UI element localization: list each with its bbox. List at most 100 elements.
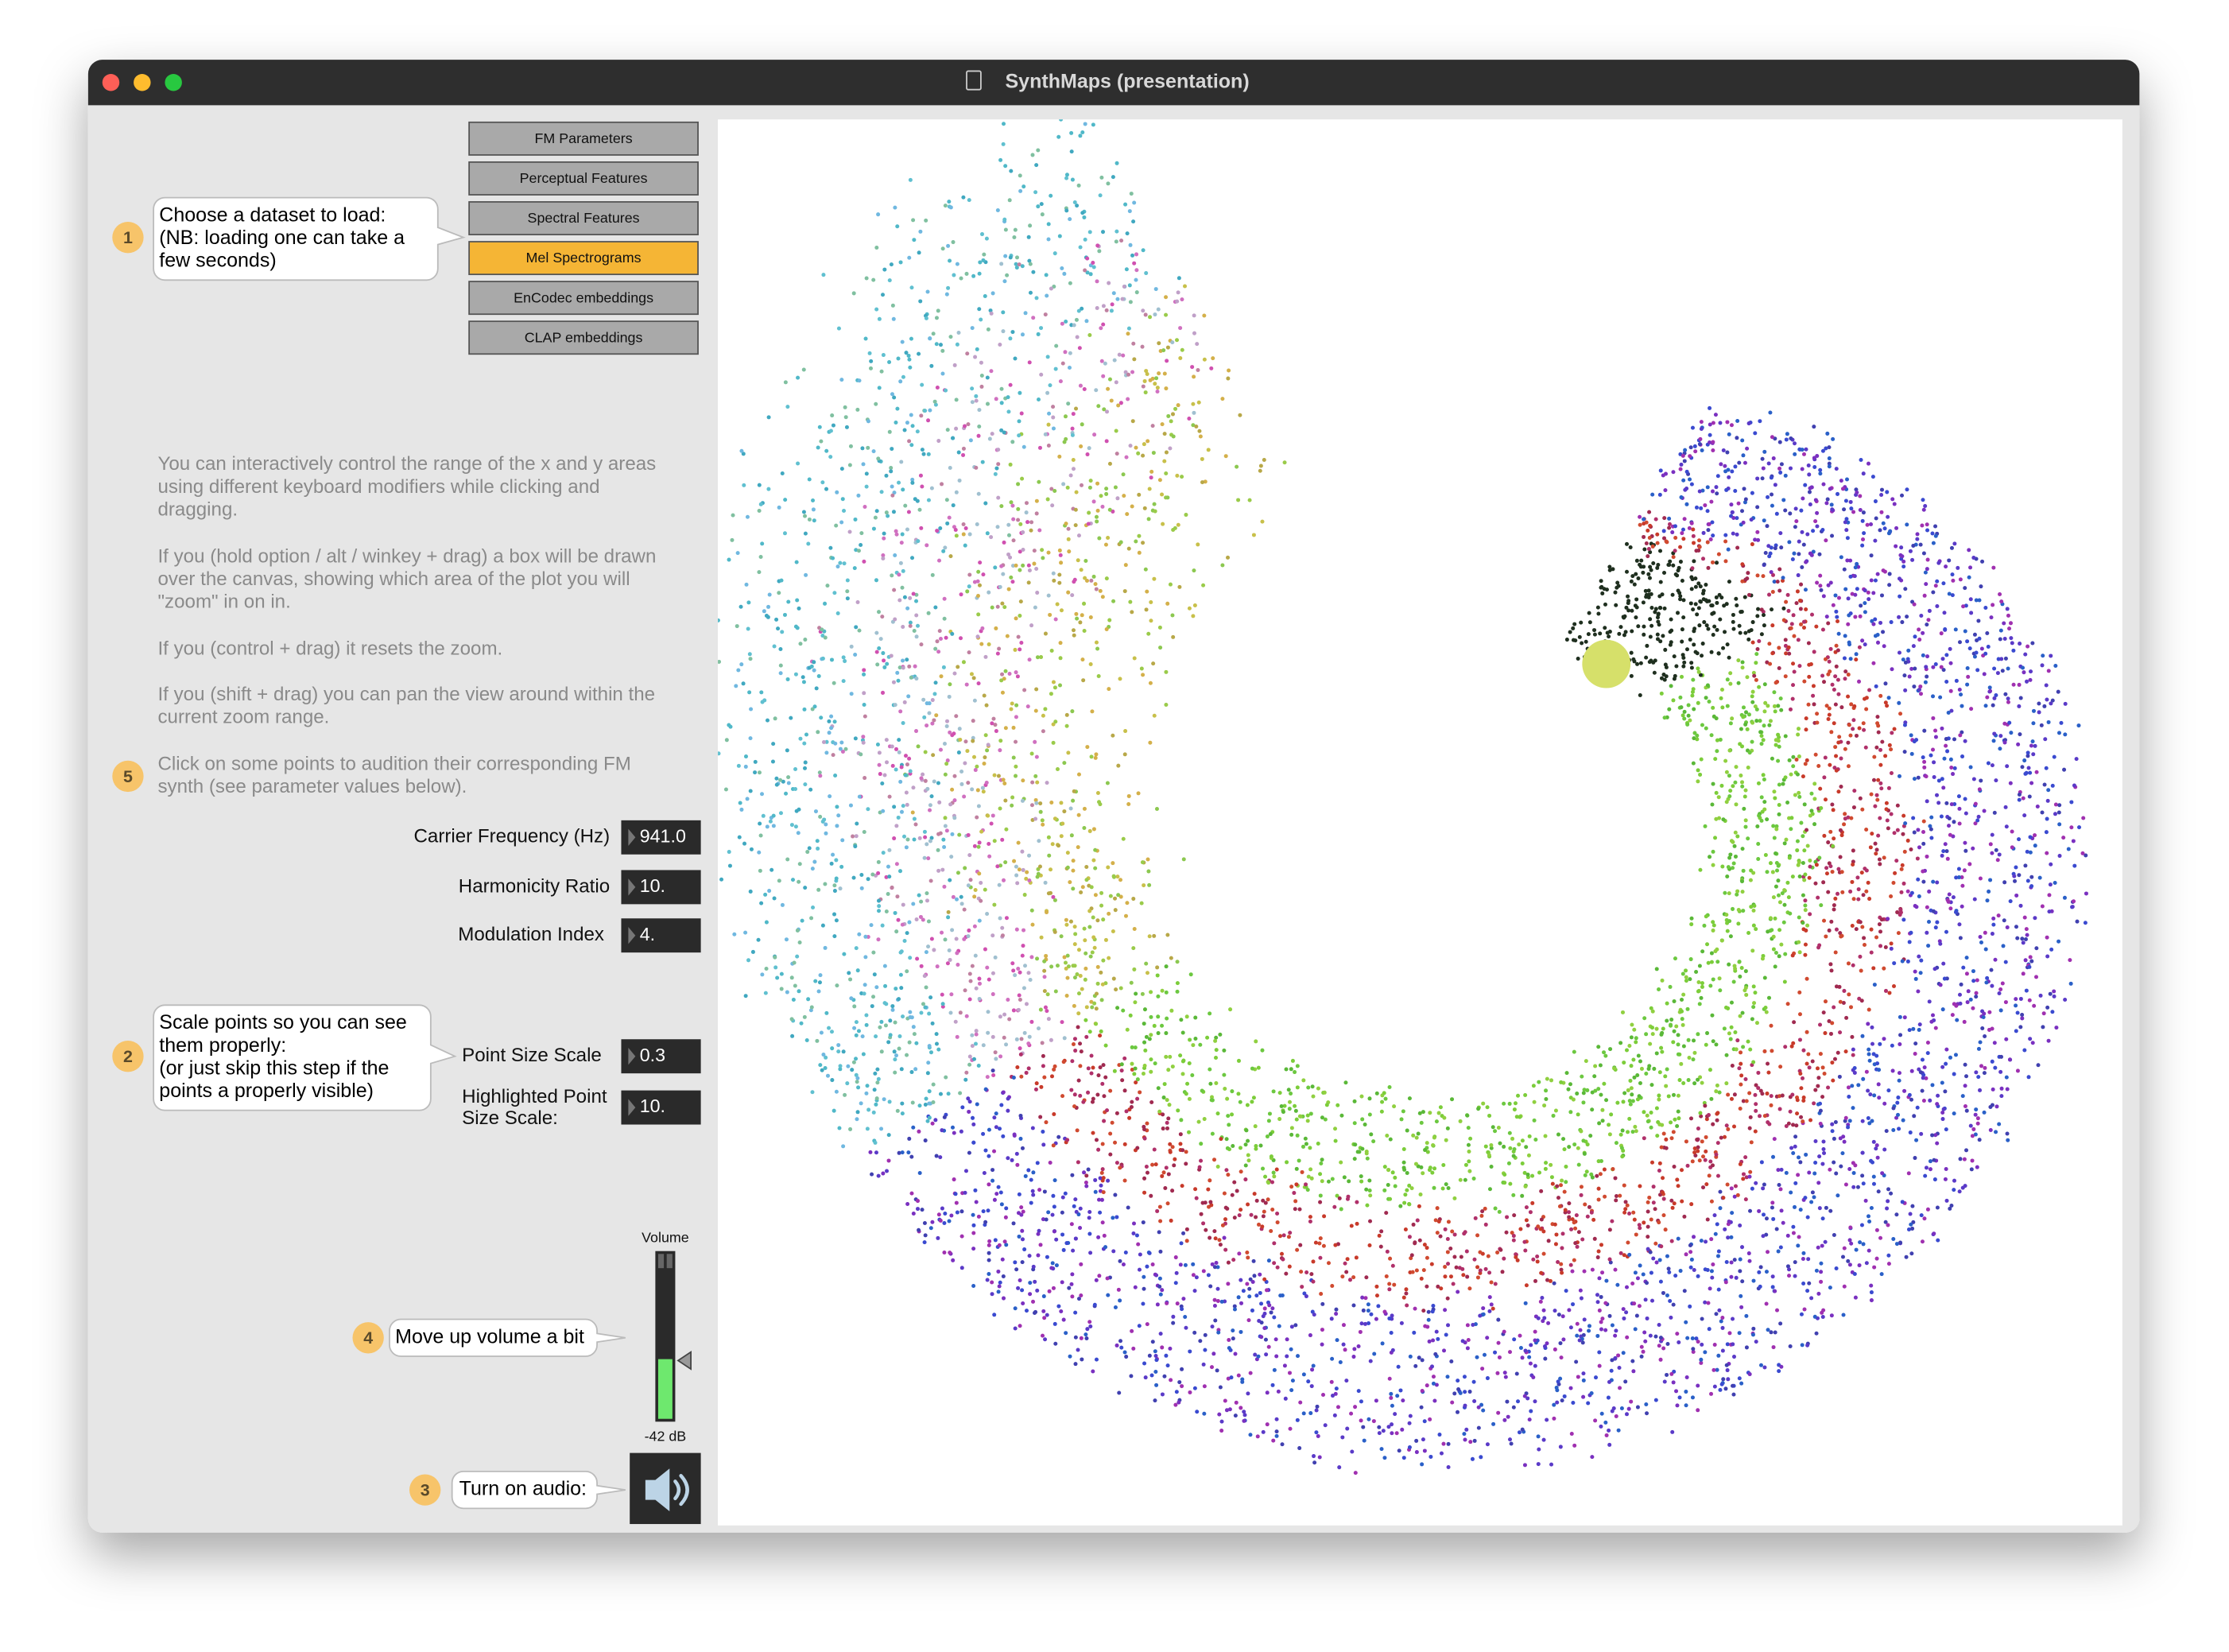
scatter-point[interactable] bbox=[1586, 632, 1591, 637]
scatter-point[interactable] bbox=[882, 1001, 887, 1006]
scatter-point[interactable] bbox=[917, 507, 922, 512]
scatter-point[interactable] bbox=[1358, 1329, 1363, 1334]
scatter-point[interactable] bbox=[1287, 1099, 1292, 1104]
scatter-point[interactable] bbox=[1600, 1107, 1605, 1112]
scatter-point[interactable] bbox=[1688, 1265, 1693, 1270]
scatter-point[interactable] bbox=[1829, 919, 1834, 924]
scatter-point[interactable] bbox=[1828, 580, 1833, 585]
scatter-point[interactable] bbox=[1369, 1132, 1374, 1137]
scatter-point[interactable] bbox=[1682, 709, 1687, 714]
scatter-point[interactable] bbox=[1126, 326, 1131, 331]
scatter-point[interactable] bbox=[1098, 1189, 1103, 1193]
scatter-point[interactable] bbox=[1958, 1157, 1963, 1161]
scatter-point[interactable] bbox=[1762, 518, 1766, 523]
scatter-point[interactable] bbox=[1515, 1258, 1520, 1262]
scatter-point[interactable] bbox=[1009, 707, 1014, 712]
scatter-point[interactable] bbox=[1061, 1247, 1066, 1252]
scatter-point[interactable] bbox=[1832, 1136, 1836, 1141]
scatter-point[interactable] bbox=[1458, 1177, 1463, 1182]
scatter-point[interactable] bbox=[1175, 981, 1180, 986]
scatter-point[interactable] bbox=[743, 930, 748, 935]
scatter-point[interactable] bbox=[1947, 816, 1952, 821]
scatter-point[interactable] bbox=[2074, 757, 2079, 762]
scatter-point[interactable] bbox=[1766, 1070, 1771, 1075]
scatter-point[interactable] bbox=[1741, 868, 1746, 873]
scatter-point[interactable] bbox=[1190, 1072, 1195, 1077]
scatter-point[interactable] bbox=[897, 1150, 901, 1155]
scatter-point[interactable] bbox=[1793, 1274, 1797, 1278]
scatter-point[interactable] bbox=[1114, 1215, 1119, 1220]
scatter-point[interactable] bbox=[1195, 342, 1200, 347]
scatter-point[interactable] bbox=[1795, 1111, 1800, 1116]
scatter-point[interactable] bbox=[748, 736, 753, 741]
scatter-point[interactable] bbox=[911, 591, 916, 596]
scatter-point[interactable] bbox=[985, 965, 990, 970]
scatter-point[interactable] bbox=[1409, 1256, 1413, 1261]
scatter-point[interactable] bbox=[1434, 1119, 1439, 1124]
scatter-point[interactable] bbox=[936, 1212, 941, 1217]
scatter-point[interactable] bbox=[968, 878, 973, 882]
scatter-point[interactable] bbox=[1648, 634, 1653, 639]
scatter-point[interactable] bbox=[1109, 398, 1114, 403]
scatter-point[interactable] bbox=[1731, 1383, 1735, 1388]
scatter-point[interactable] bbox=[1986, 761, 1991, 766]
scatter-point[interactable] bbox=[1000, 837, 1005, 842]
scatter-point[interactable] bbox=[1729, 502, 1734, 507]
scatter-point[interactable] bbox=[1004, 1042, 1009, 1047]
scatter-point[interactable] bbox=[735, 624, 739, 629]
scatter-point[interactable] bbox=[1642, 1220, 1646, 1225]
scatter-point[interactable] bbox=[981, 258, 986, 262]
scatter-point[interactable] bbox=[1401, 1109, 1405, 1114]
scatter-point[interactable] bbox=[1648, 1250, 1653, 1255]
scatter-point[interactable] bbox=[1113, 1192, 1118, 1197]
scatter-point[interactable] bbox=[1812, 797, 1817, 801]
scatter-point[interactable] bbox=[1739, 774, 1743, 778]
scatter-point[interactable] bbox=[1690, 1159, 1695, 1164]
scatter-point[interactable] bbox=[1051, 1193, 1056, 1198]
scatter-point[interactable] bbox=[1157, 341, 1161, 346]
scatter-point[interactable] bbox=[971, 719, 975, 723]
scatter-point[interactable] bbox=[1633, 1327, 1638, 1332]
scatter-point[interactable] bbox=[1001, 329, 1006, 334]
scatter-point[interactable] bbox=[1923, 680, 1928, 684]
scatter-point[interactable] bbox=[1106, 1178, 1111, 1183]
scatter-point[interactable] bbox=[1359, 1179, 1364, 1184]
scatter-point[interactable] bbox=[1068, 806, 1073, 811]
scatter-point[interactable] bbox=[1719, 688, 1724, 692]
scatter-point[interactable] bbox=[1834, 768, 1839, 773]
scatter-point[interactable] bbox=[1827, 445, 1832, 450]
scatter-point[interactable] bbox=[1919, 958, 1924, 963]
scatter-point[interactable] bbox=[1504, 1230, 1509, 1235]
scatter-point[interactable] bbox=[1173, 1255, 1178, 1260]
scatter-point[interactable] bbox=[1883, 1220, 1888, 1224]
scatter-point[interactable] bbox=[1157, 625, 1162, 630]
scatter-point[interactable] bbox=[1278, 1234, 1283, 1239]
scatter-point[interactable] bbox=[1694, 969, 1699, 974]
scatter-point[interactable] bbox=[1867, 897, 1872, 902]
scatter-point[interactable] bbox=[1897, 700, 1901, 705]
scatter-point[interactable] bbox=[1458, 1390, 1463, 1395]
scatter-point[interactable] bbox=[1595, 1300, 1600, 1305]
scatter-point[interactable] bbox=[1994, 847, 1998, 852]
scatter-point[interactable] bbox=[760, 972, 765, 977]
scatter-point[interactable] bbox=[2034, 975, 2039, 979]
scatter-point[interactable] bbox=[1708, 405, 1712, 410]
scatter-point[interactable] bbox=[1366, 1321, 1371, 1326]
scatter-point[interactable] bbox=[1707, 1173, 1711, 1178]
scatter-point[interactable] bbox=[996, 448, 1001, 452]
scatter-point[interactable] bbox=[1194, 424, 1199, 429]
scatter-point[interactable] bbox=[2029, 669, 2033, 674]
scatter-point[interactable] bbox=[999, 262, 1004, 266]
scatter-point[interactable] bbox=[1735, 516, 1739, 521]
scatter-point[interactable] bbox=[1807, 472, 1812, 477]
scatter-point[interactable] bbox=[1728, 681, 1733, 686]
scatter-point[interactable] bbox=[853, 736, 858, 741]
scatter-point[interactable] bbox=[1103, 542, 1108, 547]
scatter-point[interactable] bbox=[1630, 574, 1635, 579]
scatter-point[interactable] bbox=[1817, 552, 1822, 556]
scatter-point[interactable] bbox=[1979, 1064, 1983, 1068]
scatter-point[interactable] bbox=[1133, 1285, 1138, 1289]
scatter-point[interactable] bbox=[1762, 778, 1766, 782]
scatter-point[interactable] bbox=[898, 709, 903, 714]
scatter-point[interactable] bbox=[1371, 1139, 1376, 1144]
